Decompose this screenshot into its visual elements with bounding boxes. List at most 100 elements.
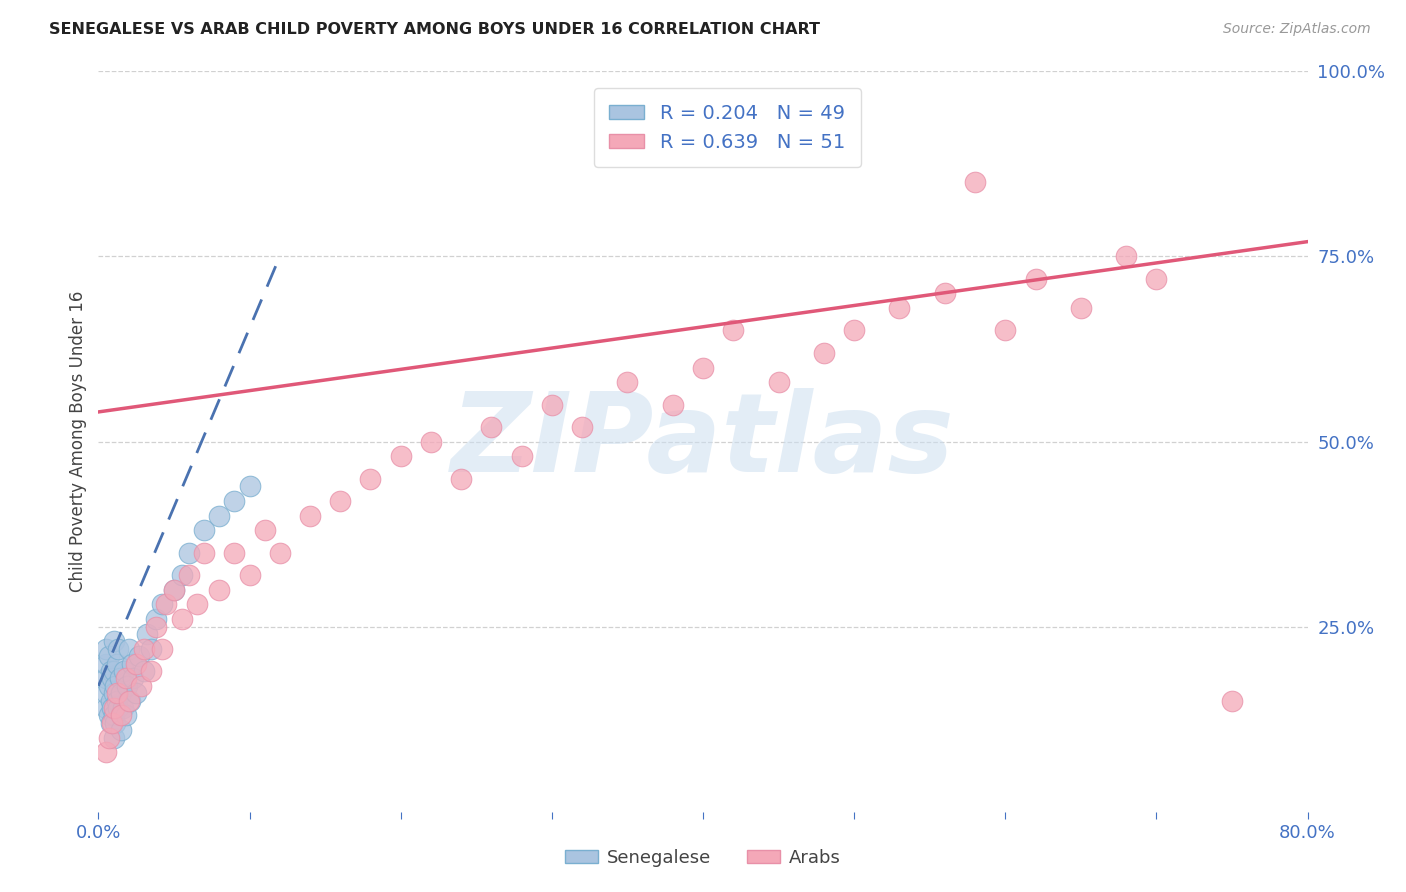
Point bbox=[889, 301, 911, 316]
Point bbox=[101, 672, 124, 686]
Point bbox=[118, 694, 141, 708]
Point bbox=[110, 686, 132, 700]
Point bbox=[186, 598, 208, 612]
Point bbox=[239, 479, 262, 493]
Point bbox=[121, 657, 143, 671]
Point bbox=[110, 723, 132, 738]
Point bbox=[934, 286, 956, 301]
Point bbox=[723, 324, 745, 338]
Point bbox=[571, 419, 593, 434]
Text: ZIPatlas: ZIPatlas bbox=[451, 388, 955, 495]
Point bbox=[1220, 694, 1243, 708]
Text: SENEGALESE VS ARAB CHILD POVERTY AMONG BOYS UNDER 16 CORRELATION CHART: SENEGALESE VS ARAB CHILD POVERTY AMONG B… bbox=[49, 22, 820, 37]
Point bbox=[1115, 250, 1137, 264]
Point bbox=[132, 664, 155, 678]
Point bbox=[94, 686, 117, 700]
Point bbox=[101, 715, 124, 730]
Point bbox=[103, 686, 125, 700]
Point bbox=[360, 471, 382, 485]
Point bbox=[105, 686, 128, 700]
Point bbox=[510, 450, 533, 464]
Point bbox=[115, 679, 138, 693]
Point bbox=[94, 641, 117, 656]
Point bbox=[103, 708, 125, 723]
Point bbox=[193, 546, 215, 560]
Point bbox=[98, 649, 121, 664]
Point bbox=[450, 471, 472, 485]
Point bbox=[100, 715, 122, 730]
Point bbox=[389, 450, 412, 464]
Point bbox=[125, 657, 148, 671]
Legend: R = 0.204   N = 49, R = 0.639   N = 51: R = 0.204 N = 49, R = 0.639 N = 51 bbox=[593, 88, 860, 168]
Point bbox=[813, 345, 835, 359]
Point bbox=[94, 672, 117, 686]
Point bbox=[329, 493, 352, 508]
Point bbox=[103, 701, 125, 715]
Point bbox=[661, 398, 683, 412]
Point bbox=[132, 641, 155, 656]
Point bbox=[111, 701, 134, 715]
Point bbox=[114, 672, 136, 686]
Point bbox=[965, 175, 987, 190]
Point bbox=[253, 524, 276, 538]
Point bbox=[224, 546, 246, 560]
Point bbox=[100, 694, 122, 708]
Point bbox=[103, 634, 125, 648]
Point bbox=[110, 708, 132, 723]
Point bbox=[145, 612, 167, 626]
Point bbox=[170, 612, 193, 626]
Point bbox=[163, 582, 186, 597]
Point bbox=[692, 360, 714, 375]
Point bbox=[179, 567, 201, 582]
Point bbox=[844, 324, 866, 338]
Point bbox=[141, 664, 163, 678]
Point bbox=[108, 672, 131, 686]
Point bbox=[104, 715, 127, 730]
Point bbox=[193, 524, 215, 538]
Point bbox=[135, 627, 157, 641]
Point bbox=[120, 694, 142, 708]
Point bbox=[170, 567, 193, 582]
Point bbox=[179, 546, 201, 560]
Point bbox=[208, 508, 231, 523]
Point bbox=[94, 701, 117, 715]
Point bbox=[1070, 301, 1092, 316]
Point bbox=[122, 672, 145, 686]
Point bbox=[150, 641, 173, 656]
Point bbox=[98, 679, 121, 693]
Point bbox=[105, 657, 128, 671]
Y-axis label: Child Poverty Among Boys Under 16: Child Poverty Among Boys Under 16 bbox=[69, 291, 87, 592]
Text: Source: ZipAtlas.com: Source: ZipAtlas.com bbox=[1223, 22, 1371, 37]
Point bbox=[112, 664, 135, 678]
Point bbox=[269, 546, 291, 560]
Point bbox=[107, 641, 129, 656]
Point bbox=[994, 324, 1017, 338]
Point bbox=[103, 664, 125, 678]
Point bbox=[114, 708, 136, 723]
Point bbox=[224, 493, 246, 508]
Point bbox=[155, 598, 177, 612]
Point bbox=[98, 731, 121, 745]
Point bbox=[105, 694, 128, 708]
Point bbox=[163, 582, 186, 597]
Point bbox=[104, 679, 127, 693]
Point bbox=[481, 419, 503, 434]
Point bbox=[141, 641, 163, 656]
Point bbox=[1144, 271, 1167, 285]
Point bbox=[208, 582, 231, 597]
Point bbox=[128, 649, 150, 664]
Point bbox=[100, 664, 122, 678]
Point bbox=[768, 376, 790, 390]
Point bbox=[107, 701, 129, 715]
Point bbox=[129, 679, 152, 693]
Point bbox=[94, 746, 117, 760]
Point bbox=[94, 657, 117, 671]
Point bbox=[616, 376, 638, 390]
Point bbox=[540, 398, 562, 412]
Point bbox=[98, 708, 121, 723]
Point bbox=[118, 641, 141, 656]
Point bbox=[103, 731, 125, 745]
Point bbox=[125, 686, 148, 700]
Point bbox=[1024, 271, 1046, 285]
Point bbox=[239, 567, 262, 582]
